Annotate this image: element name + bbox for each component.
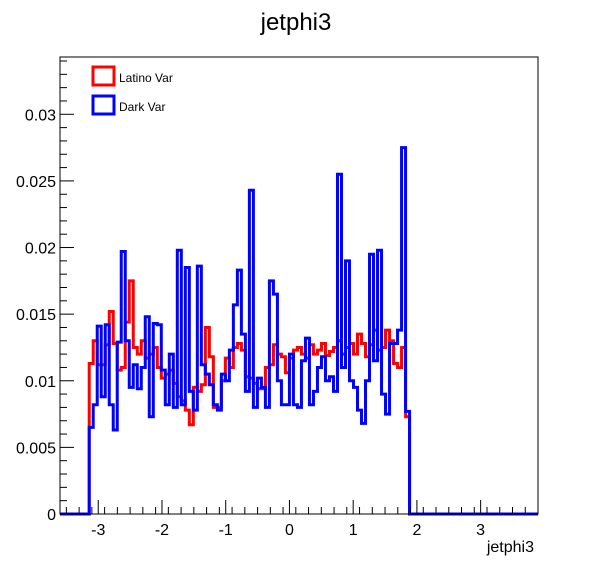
plot-frame — [59, 56, 539, 515]
legend-swatch-latino — [91, 65, 116, 87]
x-tick-label: 0 — [285, 522, 294, 539]
legend-swatch-dark — [91, 94, 116, 116]
x-tick-label: 3 — [476, 522, 485, 539]
legend: Latino Var Dark Var — [91, 65, 173, 116]
y-tick-label: 0.03 — [25, 107, 56, 124]
x-axis-title: jetphi3 — [486, 539, 534, 556]
y-tick-label: 0.015 — [16, 307, 56, 324]
x-tick-label: -1 — [219, 522, 233, 539]
chart-title: jetphi3 — [260, 9, 332, 36]
x-tick-label: 2 — [412, 522, 421, 539]
y-tick-label: 0.01 — [25, 374, 56, 391]
series-dark-var-line — [60, 146, 538, 516]
y-tick-label: 0.005 — [16, 440, 56, 457]
x-tick-label: -3 — [91, 522, 105, 539]
legend-label-latino: Latino Var — [119, 71, 173, 85]
y-tick-label: 0.025 — [16, 174, 56, 191]
legend-label-dark: Dark Var — [119, 100, 165, 114]
y-tick-label: 0.02 — [25, 241, 56, 258]
x-tick-label: 1 — [349, 522, 358, 539]
y-tick-label: 0 — [47, 507, 56, 524]
plot-area — [60, 146, 538, 516]
axes: -3 -2 -1 0 1 2 3 0 0.005 0.01 0.015 0.02 0.025 0.03 — [16, 60, 526, 539]
x-tick-label: -2 — [155, 522, 169, 539]
